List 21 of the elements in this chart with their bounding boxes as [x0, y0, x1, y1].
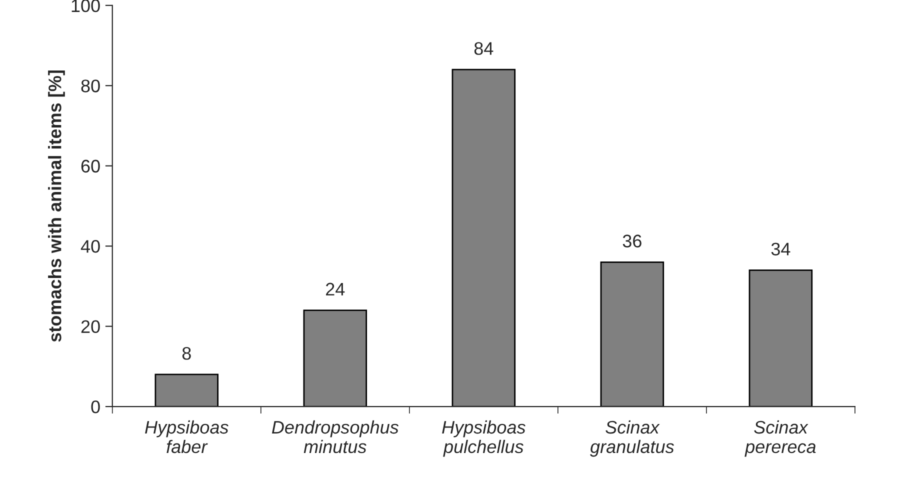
x-tick-label: Scinax perereca: [744, 420, 816, 457]
bar: [154, 374, 219, 407]
x-tick-label: Hypsiboas faber: [145, 420, 228, 454]
y-axis-title: stomachs with animal items [%]: [48, 70, 65, 342]
data-label: 24: [326, 282, 345, 296]
bar: [748, 269, 813, 407]
bar: [600, 261, 664, 407]
y-tick-label: 60: [81, 160, 100, 173]
data-label: 36: [622, 234, 642, 248]
data-label: 84: [474, 42, 494, 55]
bar: [452, 68, 516, 407]
x-tick-label: Dendropsophus minutus: [272, 420, 399, 454]
x-tick-label: Hypsiboas pulchellus: [442, 420, 526, 457]
y-tick-label: 40: [80, 240, 100, 253]
x-tick-label: Scinax granulatus: [590, 420, 674, 457]
y-tick-label: 80: [81, 80, 100, 92]
bar: [303, 310, 368, 407]
y-tick-label: 0: [91, 400, 100, 414]
data-label: 8: [182, 346, 191, 360]
y-tick-label: 20: [81, 320, 100, 334]
data-label: 34: [771, 242, 790, 256]
